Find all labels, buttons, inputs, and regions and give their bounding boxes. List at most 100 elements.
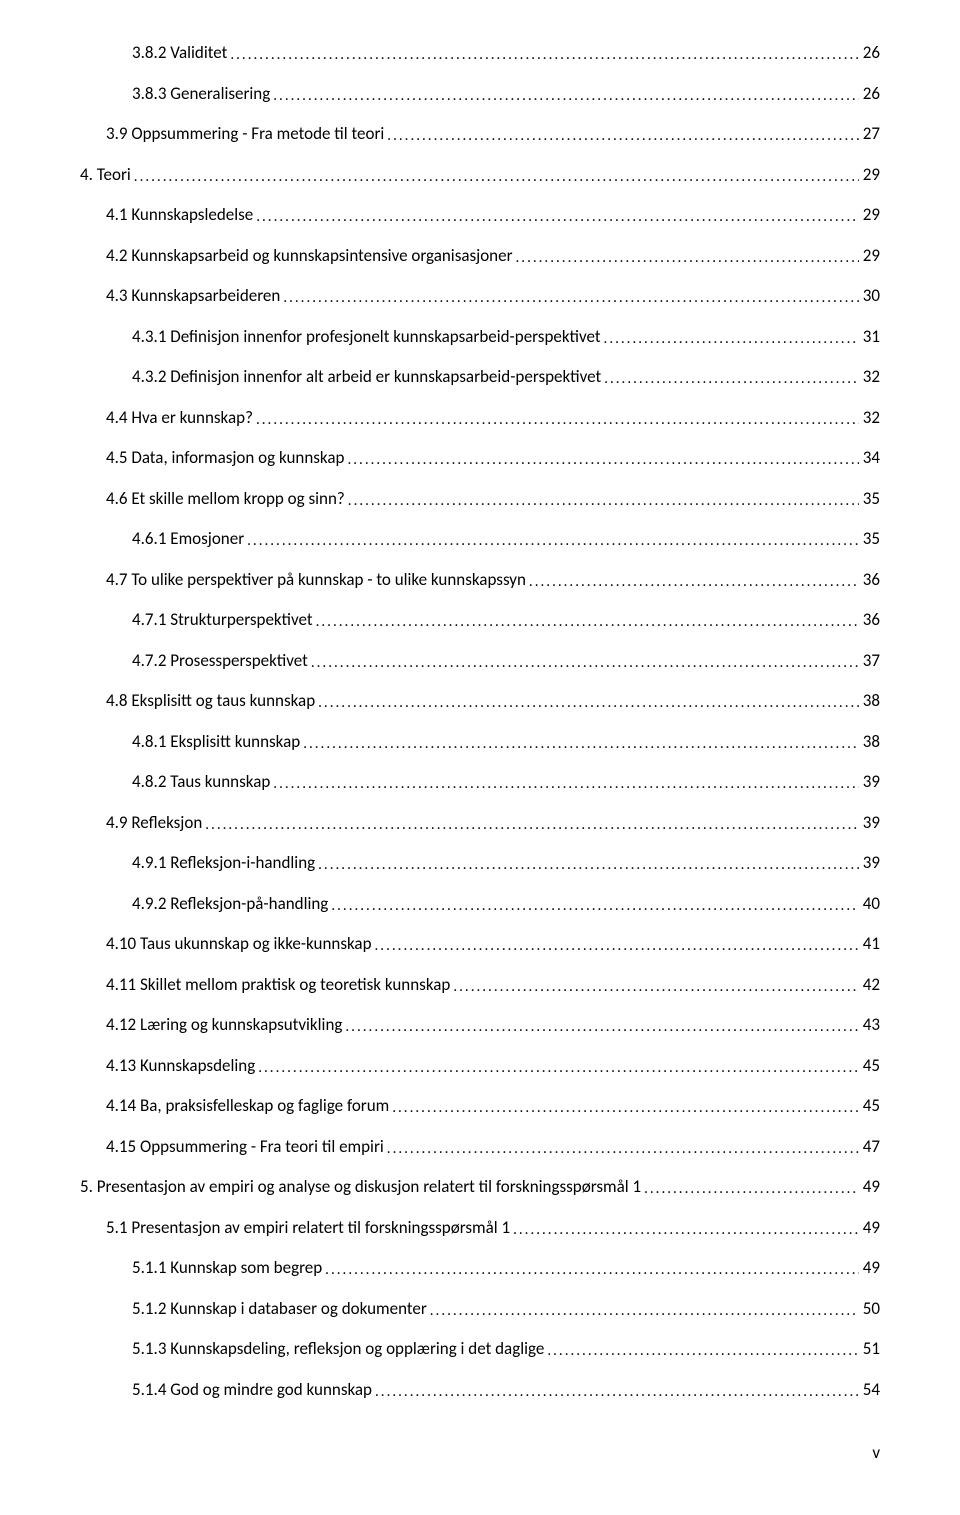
- toc-entry: 3.9 Oppsummering - Fra metode til teori …: [80, 121, 880, 147]
- toc-leader-dots: [270, 82, 859, 108]
- toc-leader-dots: [308, 649, 859, 675]
- toc-entry: 3.8.2 Validitet 26: [80, 40, 880, 66]
- toc-entry: 4.9.2 Refleksjon-på-handling 40: [80, 891, 880, 917]
- toc-entry: 4.10 Taus ukunnskap og ikke-kunnskap 41: [80, 931, 880, 957]
- toc-entry-title: 4.11 Skillet mellom praktisk og teoretis…: [106, 972, 450, 998]
- toc-entry-title: 3.8.2 Validitet: [132, 40, 227, 66]
- toc-entry: 4.2 Kunnskapsarbeid og kunnskapsintensiv…: [80, 243, 880, 269]
- toc-entry-page: 47: [859, 1134, 880, 1160]
- toc-entry-title: 4.14 Ba, praksisfelleskap og faglige for…: [106, 1093, 389, 1119]
- toc-leader-dots: [372, 932, 859, 958]
- toc-entry-page: 31: [859, 324, 880, 350]
- toc-entry: 4.1 Kunnskapsledelse 29: [80, 202, 880, 228]
- toc-entry: 4.8.1 Eksplisitt kunnskap 38: [80, 729, 880, 755]
- toc-entry-page: 27: [859, 121, 880, 147]
- toc-entry-page: 49: [859, 1215, 880, 1241]
- toc-leader-dots: [202, 811, 859, 837]
- toc-leader-dots: [313, 608, 859, 634]
- toc-entry-title: 4.3 Kunnskapsarbeideren: [106, 283, 280, 309]
- toc-entry-page: 39: [859, 850, 880, 876]
- toc-entry: 4.5 Data, informasjon og kunnskap 34: [80, 445, 880, 471]
- toc-entry-page: 32: [859, 405, 880, 431]
- toc-entry: 4.12 Læring og kunnskapsutvikling 43: [80, 1012, 880, 1038]
- toc-leader-dots: [601, 365, 859, 391]
- toc-entry-page: 38: [859, 688, 880, 714]
- toc-entry-page: 37: [859, 648, 880, 674]
- toc-entry-page: 40: [859, 891, 880, 917]
- toc-entry-page: 36: [859, 607, 880, 633]
- toc-leader-dots: [244, 527, 859, 553]
- toc-entry-page: 39: [859, 810, 880, 836]
- toc-entry: 4.9.1 Refleksjon-i-handling 39: [80, 850, 880, 876]
- toc-entry-title: 4.13 Kunnskapsdeling: [106, 1053, 255, 1079]
- toc-leader-dots: [322, 1256, 859, 1282]
- toc-entry: 5.1.2 Kunnskap i databaser og dokumenter…: [80, 1296, 880, 1322]
- toc-entry-page: 41: [859, 931, 880, 957]
- toc-entry-title: 5.1 Presentasjon av empiri relatert til …: [106, 1215, 510, 1241]
- toc-entry-title: 4.6.1 Emosjoner: [132, 526, 244, 552]
- toc-entry-page: 29: [859, 162, 880, 188]
- toc-entry: 4.14 Ba, praksisfelleskap og faglige for…: [80, 1093, 880, 1119]
- toc-leader-dots: [427, 1297, 859, 1323]
- table-of-contents: 3.8.2 Validitet 26 3.8.3 Generalisering 2…: [80, 40, 880, 1402]
- toc-leader-dots: [450, 973, 858, 999]
- toc-leader-dots: [270, 770, 858, 796]
- toc-leader-dots: [345, 487, 859, 513]
- toc-entry-title: 4.8.1 Eksplisitt kunnskap: [132, 729, 300, 755]
- toc-entry-page: 45: [859, 1053, 880, 1079]
- toc-leader-dots: [315, 851, 859, 877]
- toc-entry-page: 30: [859, 283, 880, 309]
- toc-leader-dots: [253, 406, 859, 432]
- toc-entry-page: 26: [859, 81, 880, 107]
- toc-entry-page: 42: [859, 972, 880, 998]
- toc-entry: 4.3 Kunnskapsarbeideren 30: [80, 283, 880, 309]
- toc-entry: 4.8.2 Taus kunnskap 39: [80, 769, 880, 795]
- toc-entry: 5.1 Presentasjon av empiri relatert til …: [80, 1215, 880, 1241]
- toc-leader-dots: [227, 41, 858, 67]
- toc-entry-page: 32: [859, 364, 880, 390]
- toc-entry-title: 4.1 Kunnskapsledelse: [106, 202, 253, 228]
- toc-entry: 4.3.2 Definisjon innenfor alt arbeid er …: [80, 364, 880, 390]
- toc-entry: 4.15 Oppsummering - Fra teori til empiri…: [80, 1134, 880, 1160]
- toc-entry-page: 36: [859, 567, 880, 593]
- toc-entry-title: 4.15 Oppsummering - Fra teori til empiri: [106, 1134, 384, 1160]
- toc-entry: 4.3.1 Definisjon innenfor profesjonelt k…: [80, 324, 880, 350]
- toc-entry: 5.1.4 God og mindre god kunnskap 54: [80, 1377, 880, 1403]
- toc-entry-title: 4.4 Hva er kunnskap?: [106, 405, 253, 431]
- toc-leader-dots: [641, 1175, 859, 1201]
- toc-entry: 5. Presentasjon av empiri og analyse og …: [80, 1174, 880, 1200]
- toc-entry-page: 50: [859, 1296, 880, 1322]
- toc-leader-dots: [315, 689, 859, 715]
- toc-entry-title: 4.9.1 Refleksjon-i-handling: [132, 850, 315, 876]
- toc-leader-dots: [253, 203, 859, 229]
- toc-leader-dots: [328, 892, 858, 918]
- toc-entry-page: 38: [859, 729, 880, 755]
- toc-entry-page: 34: [859, 445, 880, 471]
- toc-entry-title: 4. Teori: [80, 162, 131, 188]
- toc-entry: 5.1.3 Kunnskapsdeling, refleksjon og opp…: [80, 1336, 880, 1362]
- toc-entry: 4.6 Et skille mellom kropp og sinn? 35: [80, 486, 880, 512]
- toc-leader-dots: [601, 325, 859, 351]
- toc-entry-title: 4.7 To ulike perspektiver på kunnskap - …: [106, 567, 526, 593]
- toc-leader-dots: [372, 1378, 859, 1404]
- toc-entry-title: 4.3.1 Definisjon innenfor profesjonelt k…: [132, 324, 601, 350]
- toc-entry-title: 4.3.2 Definisjon innenfor alt arbeid er …: [132, 364, 601, 390]
- toc-entry: 4.11 Skillet mellom praktisk og teoretis…: [80, 972, 880, 998]
- toc-entry-title: 3.8.3 Generalisering: [132, 81, 270, 107]
- toc-entry-page: 29: [859, 202, 880, 228]
- toc-leader-dots: [526, 568, 859, 594]
- toc-leader-dots: [255, 1054, 859, 1080]
- toc-leader-dots: [131, 163, 859, 189]
- toc-entry-title: 5. Presentasjon av empiri og analyse og …: [80, 1174, 641, 1200]
- toc-entry-title: 4.7.2 Prosessperspektivet: [132, 648, 308, 674]
- toc-entry-title: 4.12 Læring og kunnskapsutvikling: [106, 1012, 342, 1038]
- toc-leader-dots: [510, 1216, 859, 1242]
- toc-entry-title: 5.1.2 Kunnskap i databaser og dokumenter: [132, 1296, 427, 1322]
- toc-entry-title: 4.6 Et skille mellom kropp og sinn?: [106, 486, 345, 512]
- toc-entry-page: 26: [859, 40, 880, 66]
- toc-entry-page: 35: [859, 526, 880, 552]
- toc-entry-page: 29: [859, 243, 880, 269]
- toc-entry-title: 4.10 Taus ukunnskap og ikke-kunnskap: [106, 931, 372, 957]
- toc-leader-dots: [513, 244, 859, 270]
- toc-entry-page: 49: [859, 1174, 880, 1200]
